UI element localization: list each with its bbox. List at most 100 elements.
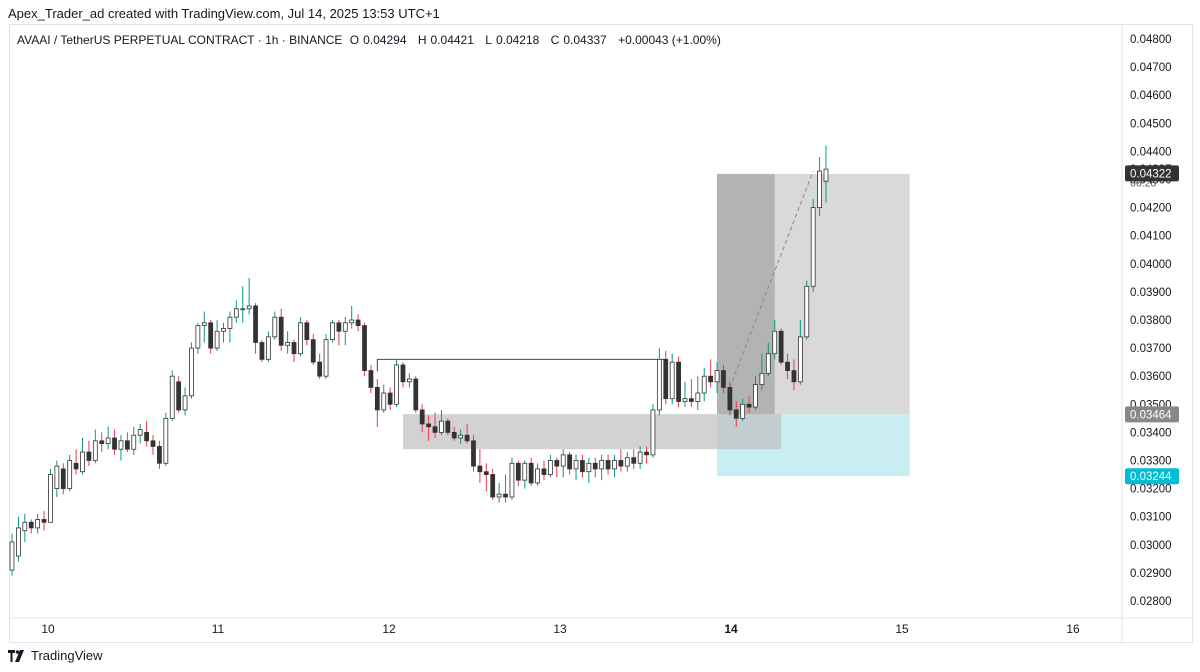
x-tick-label: 10 xyxy=(41,622,55,636)
candle-body xyxy=(336,322,342,332)
legend-low-label: L xyxy=(485,33,492,47)
candle-body xyxy=(631,457,637,464)
candle-body xyxy=(374,387,380,411)
candle-body xyxy=(259,342,265,360)
candle-body xyxy=(221,328,226,332)
candle-body xyxy=(644,451,649,456)
candle-body xyxy=(490,474,496,498)
candle-body xyxy=(592,462,598,470)
y-tick-label: 0.03400 xyxy=(1130,427,1172,439)
candle-body xyxy=(182,395,188,411)
candle-body xyxy=(41,519,47,523)
candle-body xyxy=(330,322,335,341)
candle-body xyxy=(624,457,630,467)
chart-legend: AVAAI / TetherUS PERPETUAL CONTRACT · 1h… xyxy=(17,33,725,47)
chart-caption: Apex_Trader_ad created with TradingView.… xyxy=(8,6,440,21)
y-tick-label: 0.03300 xyxy=(1130,455,1172,467)
candle-body xyxy=(817,170,822,209)
candle-body xyxy=(535,468,540,484)
legend-close: C 0.04337 xyxy=(551,33,611,47)
legend-high-label: H xyxy=(417,33,427,47)
footer: TradingView xyxy=(8,648,103,663)
y-tick-label: 0.03000 xyxy=(1130,540,1172,552)
candle-body xyxy=(567,454,573,470)
candle-body xyxy=(528,462,534,484)
candle-body xyxy=(797,336,803,383)
y-tick-label: 0.03700 xyxy=(1130,343,1172,355)
candle-body xyxy=(157,446,162,464)
x-tick-label: 14 xyxy=(724,622,738,636)
candle-body xyxy=(118,440,124,450)
legend-close-value: 0.04337 xyxy=(563,33,607,47)
candle-body xyxy=(387,392,393,405)
legend-open-value: 0.04294 xyxy=(363,33,407,47)
candle-body xyxy=(144,431,149,442)
demand-zone xyxy=(402,414,782,450)
candle-body xyxy=(721,370,726,388)
candle-body xyxy=(669,361,675,400)
y-tick-label: 0.04400 xyxy=(1130,146,1172,158)
candle-body xyxy=(740,403,746,419)
candle-body xyxy=(355,319,361,327)
candle-body xyxy=(394,364,399,405)
candle-body xyxy=(753,384,758,408)
candle-body xyxy=(823,168,829,182)
y-tick-label: 0.03900 xyxy=(1130,287,1172,299)
candle-body xyxy=(265,336,271,360)
candle-body xyxy=(701,375,707,394)
candle-body xyxy=(560,454,566,467)
price-label-box xyxy=(1125,468,1179,485)
candle-body xyxy=(656,358,662,411)
candle-body xyxy=(439,420,444,433)
candle-body xyxy=(298,322,303,355)
candle-body xyxy=(291,342,297,355)
candle-body xyxy=(349,319,355,324)
candle-body xyxy=(48,474,53,523)
y-tick-label: 0.04200 xyxy=(1130,203,1172,215)
candle-body xyxy=(515,462,521,481)
y-tick-label: 0.03100 xyxy=(1130,512,1172,524)
candle-body xyxy=(400,364,406,383)
candle-body xyxy=(28,521,34,529)
candle-body xyxy=(785,361,790,371)
candle-body xyxy=(445,420,451,433)
x-tick-label: 11 xyxy=(212,622,225,636)
candle-body xyxy=(208,322,214,349)
tradingview-logo-icon xyxy=(8,649,24,662)
candle-body xyxy=(304,322,310,341)
price-label: 0.03244 xyxy=(1130,471,1172,483)
candle-body xyxy=(342,322,348,332)
candle-body xyxy=(406,378,412,383)
candle-body xyxy=(682,398,688,402)
candle-body xyxy=(605,460,611,470)
candle-body xyxy=(195,325,201,349)
footer-brand: TradingView xyxy=(31,648,103,663)
candle-body xyxy=(246,305,252,310)
candle-body xyxy=(22,521,28,532)
price-label: 0.04322 xyxy=(1130,168,1172,180)
candle-body xyxy=(214,330,220,349)
candle-body xyxy=(541,468,547,475)
candle-body xyxy=(419,409,425,425)
candle-body xyxy=(381,392,387,411)
candle-body xyxy=(810,207,816,287)
candle-body xyxy=(612,460,617,470)
candle-body xyxy=(426,423,432,428)
legend-close-label: C xyxy=(550,33,560,47)
price-label-box xyxy=(1125,406,1179,423)
candle-body xyxy=(16,527,21,557)
candle-body xyxy=(92,440,98,461)
candle-body xyxy=(689,398,694,402)
candle-body xyxy=(9,541,15,571)
candle-body xyxy=(477,465,483,473)
price-label: 0.03464 xyxy=(1130,409,1172,421)
candle-body xyxy=(483,471,489,475)
x-tick-label: 15 xyxy=(895,622,909,636)
resistance-line xyxy=(376,358,667,372)
candle-body xyxy=(548,460,553,475)
candle-body xyxy=(714,370,720,383)
candle-body xyxy=(278,316,284,346)
candle-body xyxy=(310,339,316,363)
candle-body xyxy=(804,285,810,338)
